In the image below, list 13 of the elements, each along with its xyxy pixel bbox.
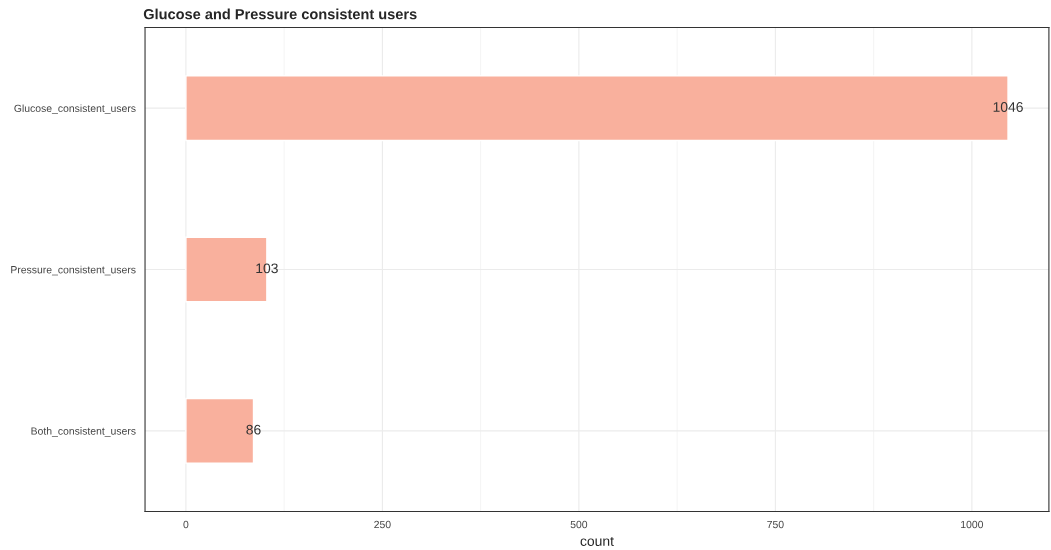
x-tick-label: 750 <box>767 520 784 529</box>
y-tick-label: Both_consistent_users <box>31 427 136 437</box>
chart-title: Glucose and Pressure consistent users <box>143 8 417 20</box>
x-tick-label: 500 <box>570 520 588 529</box>
x-tick-label: 1000 <box>961 520 984 529</box>
x-tick-label: 250 <box>374 520 391 529</box>
y-tick-label: Pressure_consistent_users <box>11 265 136 276</box>
x-axis-title: count <box>580 536 614 546</box>
data-label: 103 <box>256 263 278 274</box>
x-tick-label: 0 <box>183 520 189 529</box>
data-label: 86 <box>246 424 261 435</box>
y-tick-label: Glucose_consistent_users <box>14 104 136 115</box>
data-label: 1046 <box>993 102 1023 112</box>
